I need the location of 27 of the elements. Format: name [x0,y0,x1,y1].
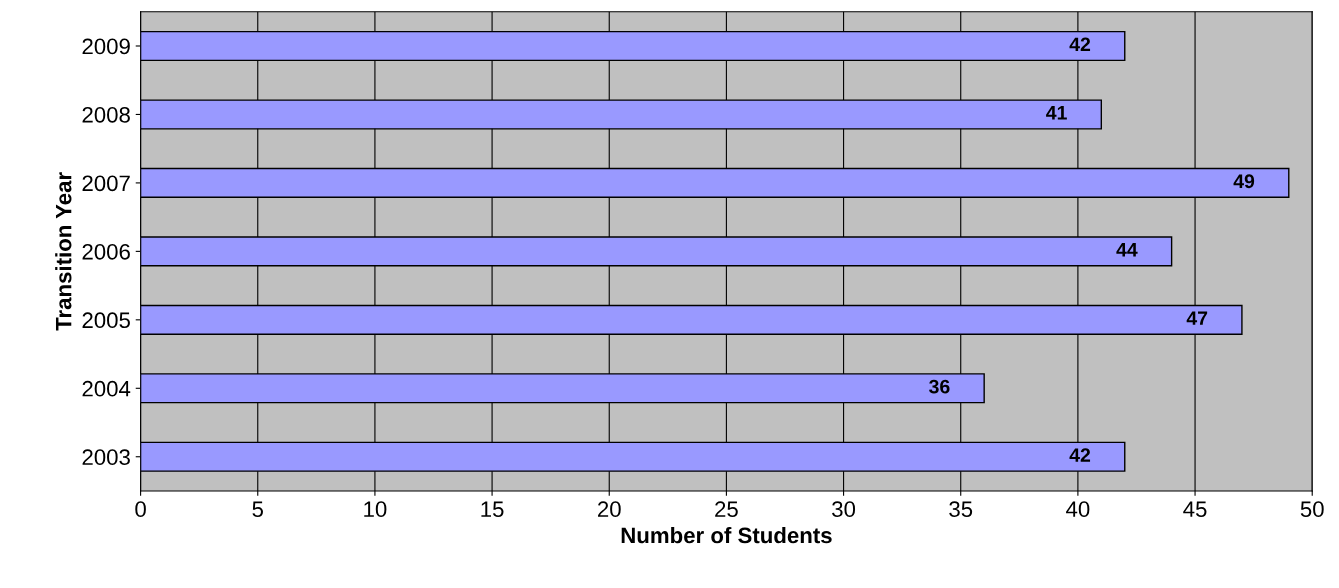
y-axis-title: Transition Year [55,172,72,331]
x-tick-label: 30 [832,501,856,518]
x-tick-label: 10 [364,501,387,518]
data-label: 42 [1069,37,1091,52]
data-label: 36 [929,379,950,394]
x-tick-label: 50 [1300,501,1324,518]
y-tick-label: 2007 [82,175,130,192]
data-label: 42 [1069,448,1091,462]
y-tick-label: 2008 [82,106,130,123]
x-tick-label: 45 [1183,501,1207,518]
x-tick-label: 0 [135,501,146,518]
x-tick-label: 25 [715,501,738,518]
y-tick-label: 2003 [82,449,130,466]
y-tick-label: 2009 [82,38,130,55]
x-tick-label: 40 [1066,501,1090,518]
x-tick-label: 5 [252,501,264,518]
y-tick-label: 2005 [82,312,130,329]
x-axis-title: Number of Students [621,526,832,544]
x-tick-label: 20 [598,501,621,518]
y-tick-label: 2006 [82,243,130,260]
data-label: 47 [1186,311,1208,325]
data-label: 41 [1046,106,1067,120]
y-tick-label: 2004 [82,380,131,397]
x-tick-label: 35 [949,501,973,518]
data-label: 44 [1116,243,1138,257]
x-tick-label: 15 [481,501,504,518]
data-label: 49 [1233,174,1255,189]
